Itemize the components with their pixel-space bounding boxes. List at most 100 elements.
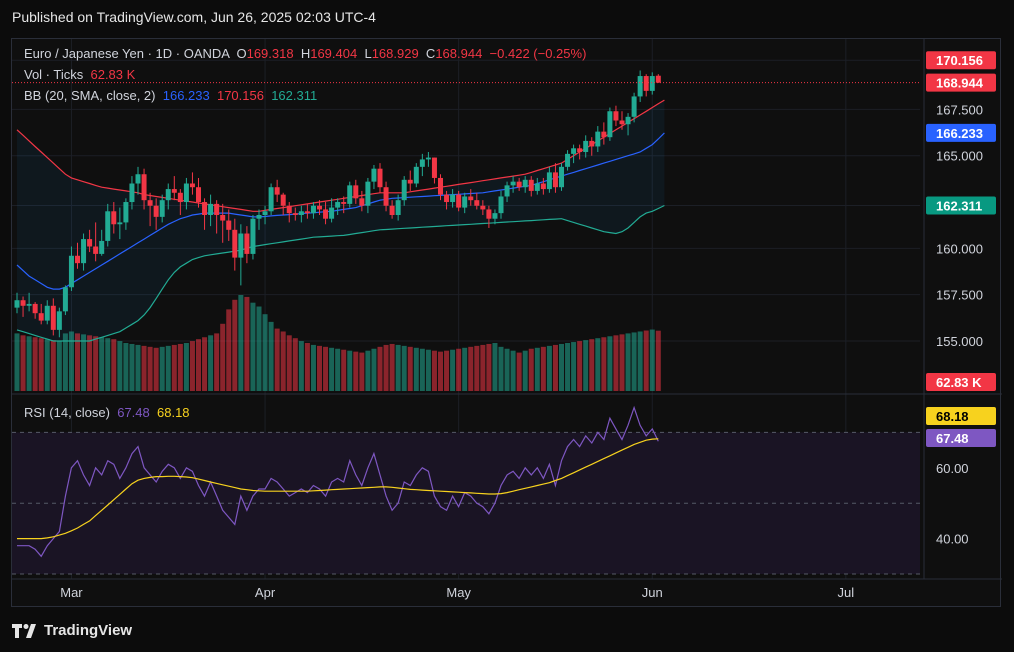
candle-body (68, 255, 74, 288)
volume-bar (565, 343, 571, 391)
published-caption: Published on TradingView.com, Jun 26, 20… (12, 9, 376, 25)
volume-bar (625, 333, 631, 391)
volume-bar (371, 348, 377, 391)
candle-body (601, 131, 607, 138)
candle-body (383, 187, 389, 206)
candle-body (335, 202, 341, 208)
price-axis-label: 62.83 K (936, 375, 982, 390)
candle-body (583, 140, 589, 153)
volume-bar (159, 346, 165, 391)
candle-body (81, 239, 87, 264)
candle-body (571, 148, 577, 154)
volume-bar (238, 295, 244, 391)
volume-bar (117, 341, 123, 391)
candle-body (262, 211, 268, 215)
candle-body (462, 196, 468, 208)
candle-body (565, 153, 571, 167)
candle-body (171, 189, 177, 193)
volume-bar (377, 346, 383, 391)
volume-bar (226, 309, 232, 391)
rsi-label: RSI (14, close) (24, 405, 110, 420)
volume-bar (232, 299, 238, 391)
candle-body (304, 211, 310, 214)
volume-bar (20, 335, 26, 391)
symbol-title[interactable]: Euro / Japanese Yen · 1D · OANDA (24, 46, 230, 61)
volume-bar (341, 349, 347, 391)
symbol-legend[interactable]: Euro / Japanese Yen · 1D · OANDA O169.31… (24, 46, 586, 61)
volume-bar (189, 341, 195, 391)
volume-legend[interactable]: Vol · Ticks 62.83 K (24, 67, 135, 82)
price-axis-label-tag (926, 196, 996, 215)
candle-body (492, 213, 498, 219)
volume-bar (292, 338, 298, 391)
volume-bar (601, 337, 607, 391)
candle-body (498, 196, 504, 214)
candle-body (649, 76, 655, 91)
candle-body (329, 207, 335, 219)
volume-bar (183, 343, 189, 391)
candle-body (129, 183, 135, 203)
tradingview-brand[interactable]: TradingView (12, 622, 132, 639)
candle-body (238, 233, 244, 258)
volume-bar (474, 345, 480, 391)
volume-bar (522, 350, 528, 391)
candle-body (407, 179, 413, 184)
candle-body (486, 209, 492, 219)
price-axis-label: 162.311 (936, 199, 982, 214)
candle-body (613, 111, 619, 121)
volume-bar (571, 342, 577, 391)
volume-bar (129, 343, 135, 391)
candle-body (577, 148, 583, 153)
candle-body (401, 179, 407, 201)
volume-bar (298, 341, 304, 391)
chart-panel[interactable]: 170.156 168.944 167.500 166.233 165.000 162.3… (11, 38, 1002, 608)
volume-bar (141, 345, 147, 391)
volume-bar (498, 346, 504, 391)
high-value: 169.404 (310, 46, 358, 61)
volume-bar (419, 348, 425, 391)
volume-bar (214, 333, 220, 391)
volume-bar (637, 331, 643, 391)
candle-body (323, 209, 329, 219)
volume-bar (619, 334, 625, 391)
candle-body (244, 233, 250, 254)
candle-body (510, 181, 516, 186)
candle-body (559, 166, 564, 188)
low-label: L (364, 46, 372, 61)
candle-body (38, 313, 44, 321)
time-axis-label: Mar (60, 585, 83, 600)
bb-lower-line (16, 204, 665, 342)
volume-bar (274, 328, 280, 391)
volume-bar (93, 336, 99, 391)
volume-bar (540, 346, 546, 391)
candle-body (14, 300, 20, 308)
rsi-legend[interactable]: RSI (14, close) 67.48 68.18 (24, 405, 190, 420)
volume-bar (62, 333, 68, 391)
volume-bar (365, 350, 371, 391)
bb-legend[interactable]: BB (20, SMA, close, 2) 166.233 170.156 1… (24, 88, 317, 103)
close-value: 168.944 (435, 46, 483, 61)
volume-bar (256, 306, 262, 391)
volume-bar (329, 347, 335, 391)
candle-body (625, 116, 631, 125)
price-axis-label: 166.233 (936, 126, 983, 141)
volume-bar (516, 352, 522, 391)
volume-bar (262, 314, 268, 391)
volume-bar (75, 333, 80, 391)
candle-body (655, 75, 661, 83)
chart-canvas[interactable]: 170.156 168.944 167.500 166.233 165.000 162.3… (12, 39, 1002, 608)
time-axis-label: May (446, 585, 471, 600)
candle-body (631, 96, 637, 117)
volume-bar (389, 343, 395, 391)
candle-body (256, 215, 262, 219)
volume-bar (99, 337, 105, 391)
candle-body (395, 200, 401, 215)
price-axis-label: 170.156 (936, 53, 983, 68)
price-axis-label: 157.500 (936, 288, 983, 303)
candle-body (371, 168, 377, 182)
candle-body (298, 211, 304, 215)
volume-bar (38, 338, 44, 391)
candle-body (123, 202, 129, 223)
volume-bar (177, 343, 183, 391)
volume-bar (444, 350, 450, 391)
